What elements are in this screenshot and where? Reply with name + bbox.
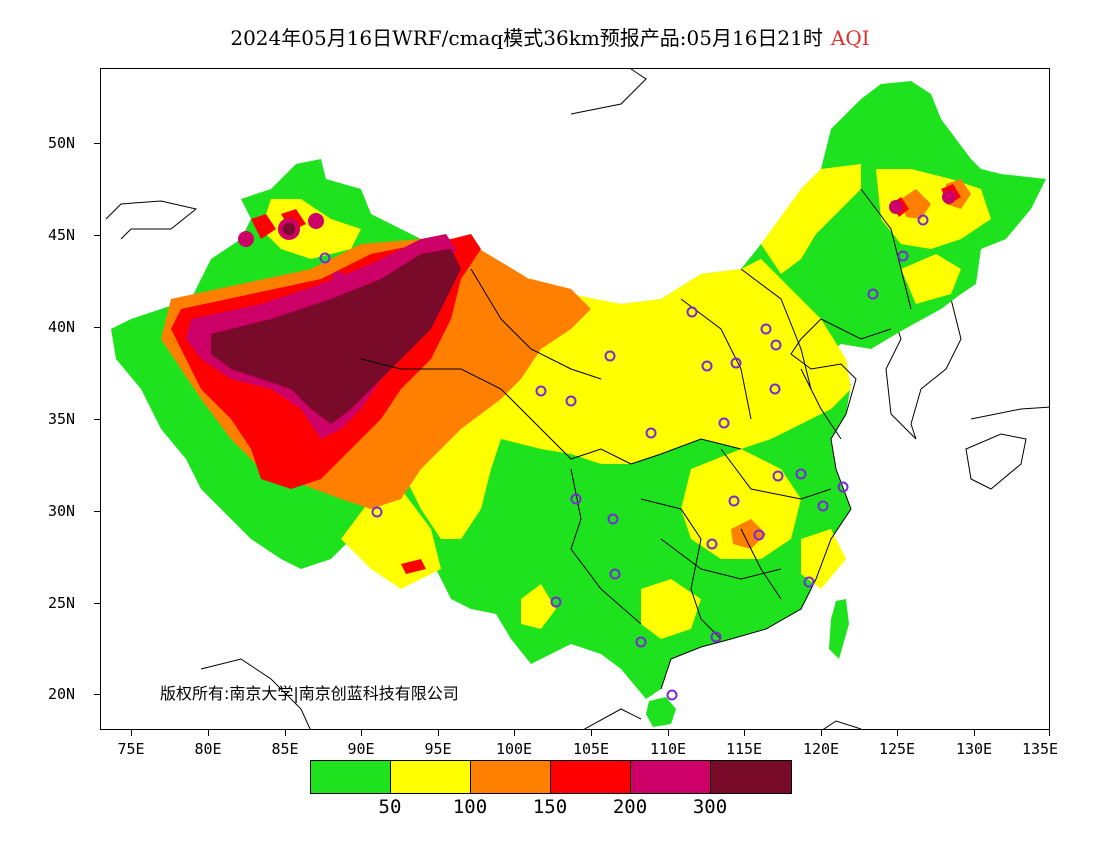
x-tick-mark xyxy=(361,730,362,736)
station-marker xyxy=(728,495,740,507)
legend-label: 150 xyxy=(532,796,568,818)
station-marker xyxy=(770,339,782,351)
station-marker xyxy=(371,506,383,518)
y-tick-label: 25N xyxy=(48,594,76,612)
legend-swatch xyxy=(311,761,391,793)
station-marker xyxy=(710,631,722,643)
legend-swatch xyxy=(391,761,471,793)
x-tick-label: 100E xyxy=(495,740,533,758)
aqi-map xyxy=(105,69,1049,729)
station-marker xyxy=(772,470,784,482)
x-tick-mark xyxy=(438,730,439,736)
x-tick-label: 120E xyxy=(802,740,840,758)
station-marker xyxy=(718,417,730,429)
station-marker xyxy=(803,576,815,588)
station-marker xyxy=(769,383,781,395)
x-tick-mark xyxy=(208,730,209,736)
map-plot-area xyxy=(100,68,1050,730)
x-tick-label: 90E xyxy=(347,740,375,758)
y-tick-mark xyxy=(94,327,100,328)
station-marker xyxy=(686,306,698,318)
station-marker xyxy=(635,636,647,648)
x-tick-mark xyxy=(591,730,592,736)
china-aqi-hazardous xyxy=(211,223,461,424)
y-tick-mark xyxy=(94,419,100,420)
x-tick-label: 85E xyxy=(271,740,299,758)
station-marker xyxy=(837,481,849,493)
x-tick-label: 75E xyxy=(117,740,145,758)
x-tick-mark xyxy=(285,730,286,736)
legend-label: 300 xyxy=(692,796,728,818)
title-variable: AQI xyxy=(830,26,870,50)
x-tick-label: 110E xyxy=(649,740,687,758)
x-tick-label: 95E xyxy=(424,740,452,758)
station-marker xyxy=(535,385,547,397)
x-tick-label: 80E xyxy=(194,740,222,758)
station-marker xyxy=(570,493,582,505)
y-tick-mark xyxy=(94,143,100,144)
station-marker xyxy=(730,357,742,369)
aqi-legend xyxy=(310,760,792,794)
station-marker xyxy=(706,538,718,550)
x-tick-label: 130E xyxy=(955,740,993,758)
y-tick-label: 50N xyxy=(48,134,76,152)
station-marker xyxy=(604,350,616,362)
station-marker xyxy=(607,513,619,525)
legend-label: 100 xyxy=(452,796,488,818)
copyright-notice: 版权所有:南京大学|南京创蓝科技有限公司 xyxy=(160,684,459,703)
y-tick-label: 40N xyxy=(48,318,76,336)
y-tick-mark xyxy=(94,603,100,604)
monitoring-stations xyxy=(319,214,929,701)
y-tick-label: 45N xyxy=(48,226,76,244)
x-tick-label: 135E xyxy=(1021,740,1059,758)
x-tick-mark xyxy=(974,730,975,736)
x-tick-mark xyxy=(668,730,669,736)
x-tick-mark xyxy=(744,730,745,736)
x-tick-mark xyxy=(514,730,515,736)
legend-label: 50 xyxy=(378,796,402,818)
station-marker xyxy=(817,500,829,512)
province-boundaries xyxy=(360,188,912,640)
china-coastline xyxy=(660,318,857,690)
station-marker xyxy=(609,568,621,580)
x-tick-mark xyxy=(131,730,132,736)
station-marker xyxy=(319,252,331,264)
x-tick-label: 125E xyxy=(878,740,916,758)
x-tick-mark xyxy=(821,730,822,736)
y-tick-mark xyxy=(94,511,100,512)
y-tick-label: 20N xyxy=(48,685,76,703)
station-marker xyxy=(701,360,713,372)
station-marker xyxy=(666,689,678,701)
y-tick-mark xyxy=(94,235,100,236)
legend-swatch xyxy=(711,761,791,793)
x-tick-label: 105E xyxy=(572,740,610,758)
station-marker xyxy=(795,468,807,480)
station-marker xyxy=(550,596,562,608)
station-marker xyxy=(645,427,657,439)
x-tick-mark xyxy=(1049,730,1050,736)
x-tick-mark xyxy=(897,730,898,736)
y-tick-label: 35N xyxy=(48,410,76,428)
station-marker xyxy=(897,250,909,262)
station-marker xyxy=(565,395,577,407)
y-tick-label: 30N xyxy=(48,502,76,520)
legend-label: 200 xyxy=(612,796,648,818)
station-marker xyxy=(753,529,765,541)
legend-swatch xyxy=(551,761,631,793)
x-tick-label: 115E xyxy=(725,740,763,758)
legend-swatch xyxy=(631,761,711,793)
station-marker xyxy=(867,288,879,300)
title-main: 2024年05月16日WRF/cmaq模式36km预报产品:05月16日21时 xyxy=(230,26,823,50)
y-tick-mark xyxy=(94,694,100,695)
map-title: 2024年05月16日WRF/cmaq模式36km预报产品:05月16日21时 A… xyxy=(0,22,1100,51)
station-marker xyxy=(760,323,772,335)
legend-swatch xyxy=(471,761,551,793)
station-marker xyxy=(917,214,929,226)
